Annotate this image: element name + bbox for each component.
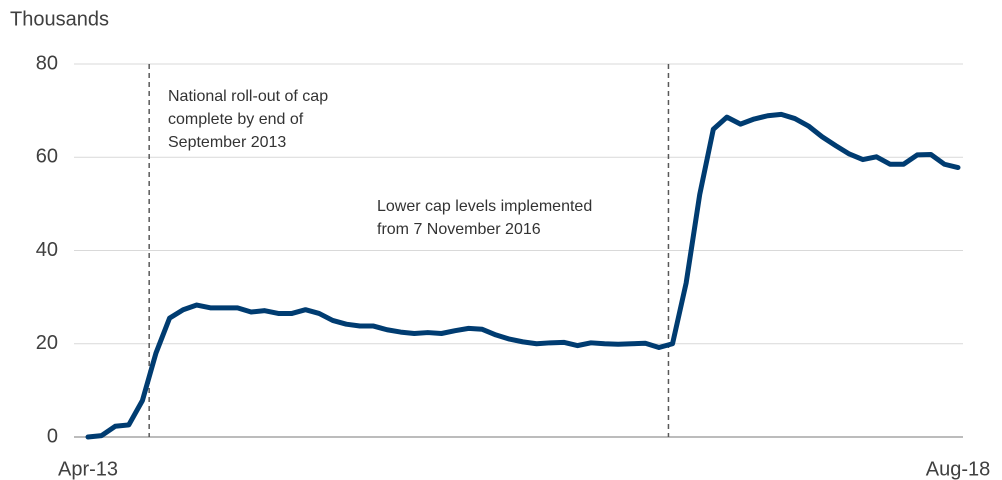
annotation-text: from 7 November 2016 (377, 221, 541, 238)
annotation-text: complete by end of (168, 111, 304, 128)
line-series (85, 111, 961, 440)
y-tick-label: 80 (36, 52, 58, 74)
y-tick-label: 0 (47, 425, 58, 447)
annotation-text: Lower cap levels implemented (377, 198, 592, 215)
annotation-text: National roll-out of cap (168, 88, 328, 105)
x-tick-label: Aug-18 (926, 458, 991, 480)
annotation-text: September 2013 (168, 134, 286, 151)
x-tick-label: Apr-13 (58, 458, 118, 480)
y-tick-label: 60 (36, 146, 58, 168)
y-tick-label: 40 (36, 239, 58, 261)
y-tick-label: 20 (36, 332, 58, 354)
y-axis-label: Thousands (10, 8, 109, 30)
